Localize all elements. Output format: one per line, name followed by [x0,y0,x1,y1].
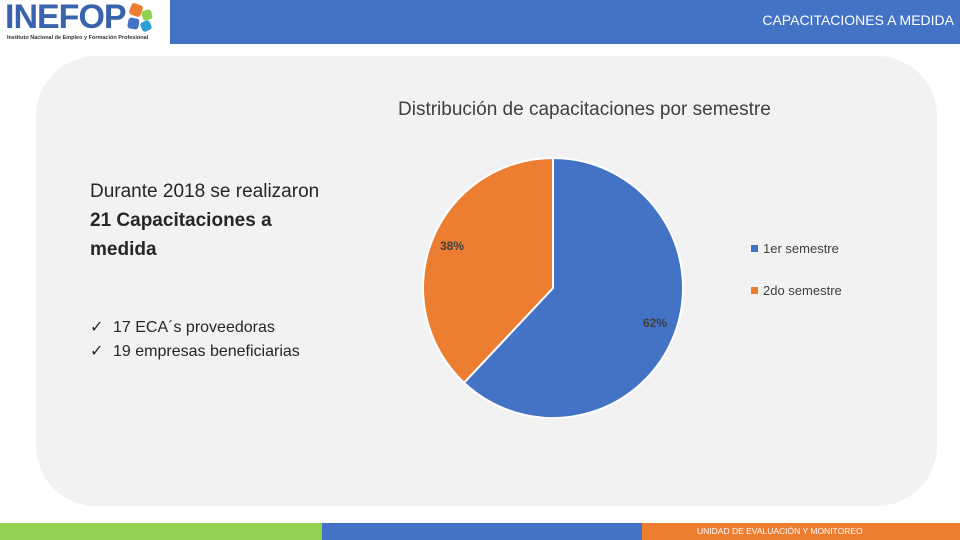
bullet-item: ✓ 17 ECA´s proveedoras [90,316,350,340]
summary-line-1: Durante 2018 se realizaron [90,181,320,202]
chart-title: Distribución de capacitaciones por semes… [398,99,771,120]
check-icon: ✓ [90,319,104,336]
legend-swatch [751,245,758,252]
bullet-text: 19 empresas beneficiarias [113,343,300,360]
footer-segment-orange [642,523,960,540]
header-bar: INEFOP Instituto Nacional de Empleo y Fo… [0,0,960,44]
logo-text: INEFOP [5,0,127,36]
check-icon: ✓ [90,343,104,360]
summary-line-2: 21 Capacitaciones a medida [90,210,272,260]
footer-segment-blue [322,523,642,540]
legend-swatch [751,287,758,294]
bullet-item: ✓ 19 empresas beneficiarias [90,340,350,364]
bullet-list: ✓ 17 ECA´s proveedoras ✓ 19 empresas ben… [90,316,350,364]
bullet-text: 17 ECA´s proveedoras [113,319,275,336]
footer-text: UNIDAD DE EVALUACIÓN Y MONITOREO [697,526,863,536]
legend-label: 2do semestre [763,283,842,298]
legend-label: 1er semestre [763,241,839,256]
pie-slice-1 [462,156,684,419]
pie-data-label: 38% [440,239,464,253]
pie-slice-2 [422,156,554,385]
logo-mark-icon [127,3,153,32]
footer-segment-green [0,523,322,540]
footer-bar [0,523,960,540]
header-title: CAPACITACIONES A MEDIDA [762,12,954,28]
logo-subtitle: Instituto Nacional de Empleo y Formación… [7,35,149,41]
logo: INEFOP Instituto Nacional de Empleo y Fo… [0,0,170,44]
summary-text: Durante 2018 se realizaron 21 Capacitaci… [90,177,340,264]
pie-data-label: 62% [643,316,667,330]
